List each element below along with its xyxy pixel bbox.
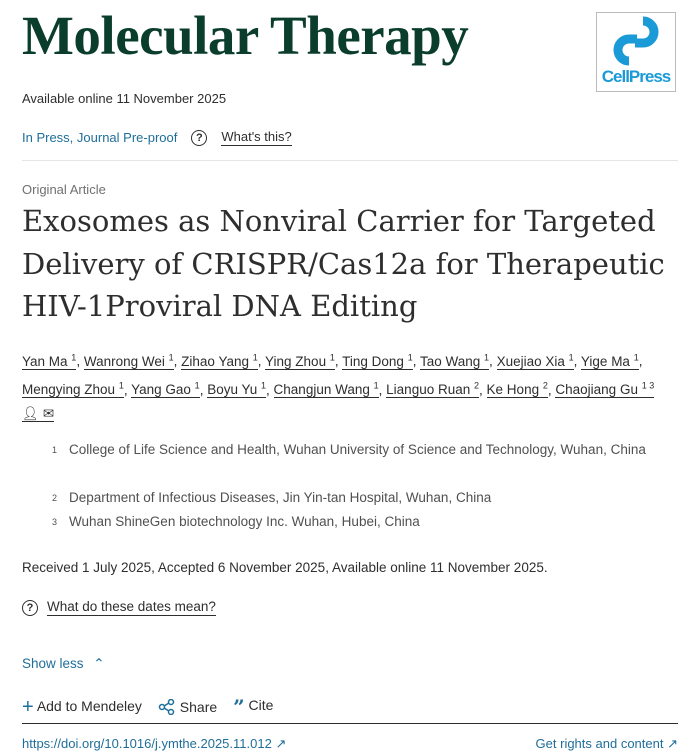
author-link[interactable]: Ting Dong 1 [342,352,413,370]
doi-link[interactable]: https://doi.org/10.1016/j.ymthe.2025.11.… [22,736,286,752]
author-affiliation-marker: 1 [484,352,490,362]
affiliation-text: College of Life Science and Health, Wuha… [69,442,646,457]
author-list: Yan Ma 1, Wanrong Wei 1, Zihao Yang 1, Y… [22,352,655,422]
author-name: Zihao Yang [181,353,249,369]
add-to-mendeley-button[interactable]: + Add to Mendeley [22,696,142,719]
author-link[interactable]: Yang Gao 1 [131,380,200,398]
author-affiliation-marker: 1 [568,352,574,362]
affiliation-marker: 3 [52,517,58,527]
external-link-icon: ↗ [275,736,287,751]
cellpress-logo[interactable]: CellPress [596,12,676,92]
author-name: Wanrong Wei [83,353,165,369]
author-affiliation-marker: 1 [194,380,200,391]
author-affiliation-marker: 1 [407,352,413,362]
author-link[interactable]: Chaojiang Gu 1 3 👤︎ ✉︎ [22,380,655,422]
show-less-label: Show less [22,656,84,671]
rights-text: Get rights and content [535,736,664,751]
chevron-up-icon: ⌃ [93,656,105,671]
author-link[interactable]: Ying Zhou 1 [265,352,335,370]
author-name: Yige Ma [580,353,630,369]
author-link[interactable]: Tao Wang 1 [419,352,490,370]
author-affiliation-marker: 1 [633,352,639,362]
affiliation: 2 Department of Infectious Diseases, Jin … [52,486,672,510]
help-icon[interactable]: ? [191,129,208,146]
author-affiliation-marker: 1 [118,380,124,391]
author-name: Boyu Yu [207,382,258,397]
affiliation-marker: 2 [52,493,58,503]
affiliation-text: Department of Infectious Diseases, Jin Y… [69,490,492,505]
author-link[interactable]: Zihao Yang 1 [181,352,258,370]
affiliation: 1 College of Life Science and Health, Wuh… [52,438,672,462]
email-icon: ✉︎ [42,406,55,421]
dates-help-link[interactable]: What do these dates mean? [47,599,216,616]
cellpress-logo-icon [613,16,659,66]
author-affiliation-marker: 1 [252,352,258,362]
show-less-button[interactable]: Show less ⌃ [22,656,105,672]
author-link[interactable]: Wanrong Wei 1 [83,352,174,370]
share-button[interactable]: Share [158,698,218,716]
plus-icon: + [22,695,34,718]
author-link[interactable]: Yan Ma 1 [22,352,77,370]
divider [22,160,678,161]
share-icon [158,698,175,716]
author-name: Chaojiang Gu [555,382,638,397]
help-icon[interactable]: ? [22,599,38,616]
author-link[interactable]: Lianguo Ruan 2 [386,380,480,398]
article-dates: Received 1 July 2025, Accepted 6 Novembe… [22,560,548,575]
author-affiliation-marker: 1 [71,352,77,362]
author-name: Xuejiao Xia [496,353,565,369]
journal-title[interactable]: Molecular Therapy [22,5,469,66]
author-affiliation-marker: 1 [329,352,335,362]
article-title: Exosomes as Nonviral Carrier for Targete… [22,204,665,323]
author-link[interactable]: Boyu Yu 1 [207,380,267,398]
article-status: In Press, Journal Pre-proof [22,130,178,145]
author-link[interactable]: Ke Hong 2 [486,380,548,398]
cite-button[interactable]: ” Cite [233,695,273,719]
author-name: Ting Dong [342,353,404,369]
author-affiliation-marker: 1 3 [641,380,655,391]
mendeley-label: Add to Mendeley [36,697,142,714]
author-name: Lianguo Ruan [386,382,471,397]
external-link-icon: ↗ [667,736,678,751]
author-affiliation-marker: 1 [168,352,174,362]
affiliation-text: Wuhan ShineGen biotechnology Inc. Wuhan,… [69,514,420,529]
author-link[interactable]: Xuejiao Xia 1 [496,352,574,370]
author-affiliation-marker: 2 [542,380,548,391]
author-name: Mengying Zhou [22,382,116,397]
whats-this-link[interactable]: What's this? [221,129,292,146]
author-name: Tao Wang [419,353,481,369]
person-icon: 👤︎ [22,406,40,421]
doi-text: https://doi.org/10.1016/j.ymthe.2025.11.… [22,736,272,751]
author-link[interactable]: Mengying Zhou 1 [22,380,124,398]
cite-label: Cite [248,697,274,713]
author-affiliation-marker: 2 [474,380,480,391]
affiliation: 3 Wuhan ShineGen biotechnology Inc. Wuhan… [52,510,672,534]
divider [22,723,678,724]
author-name: Ke Hong [486,382,540,397]
author-affiliation-marker: 1 [373,380,379,391]
author-link[interactable]: Changjun Wang 1 [273,380,379,398]
author-name: Ying Zhou [265,353,327,369]
author-affiliation-marker: 1 [261,380,267,391]
author-name: Yan Ma [22,353,68,369]
share-label: Share [179,699,218,715]
author-name: Yang Gao [131,382,191,397]
author-link[interactable]: Yige Ma 1 [580,352,639,370]
available-online: Available online 11 November 2025 [22,91,227,106]
rights-link[interactable]: Get rights and content ↗ [536,736,678,752]
author-name: Changjun Wang [273,382,370,397]
affiliation-marker: 1 [52,445,58,455]
cellpress-logo-text: CellPress [601,67,672,86]
quote-icon: ” [233,695,245,719]
article-type: Original Article [22,182,106,197]
